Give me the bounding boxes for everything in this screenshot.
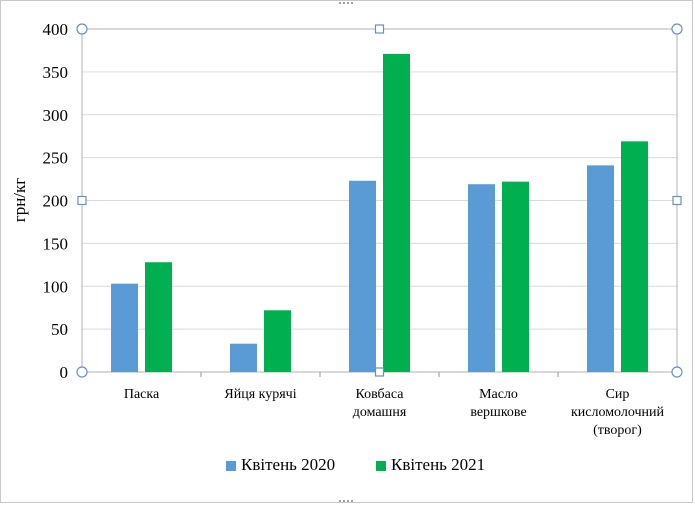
x-category-label: Паска bbox=[124, 387, 160, 402]
bar bbox=[230, 343, 257, 372]
bar bbox=[145, 262, 172, 372]
y-tick-label: 0 bbox=[60, 363, 69, 382]
x-category-label: домашня bbox=[353, 405, 407, 420]
bar bbox=[264, 310, 291, 372]
y-tick-label: 200 bbox=[43, 192, 69, 211]
legend-swatch bbox=[376, 461, 386, 471]
x-category-label: Яйця курячі bbox=[224, 387, 296, 402]
selection-handles[interactable] bbox=[76, 2, 683, 502]
gridlines bbox=[82, 28, 677, 330]
bar bbox=[383, 53, 410, 373]
resize-handle-side[interactable] bbox=[77, 195, 87, 206]
y-tick-label: 50 bbox=[51, 320, 68, 339]
frame-grip-dot bbox=[351, 2, 353, 4]
frame-grip-dot bbox=[347, 2, 349, 4]
x-category-label: Ковбаса bbox=[355, 387, 404, 402]
resize-handle-corner[interactable] bbox=[76, 366, 88, 378]
frame-grip-dot bbox=[351, 500, 353, 502]
resize-handle-corner[interactable] bbox=[671, 366, 683, 378]
bar bbox=[468, 184, 495, 372]
y-tick-label: 250 bbox=[43, 149, 69, 168]
frame-grip-dot bbox=[343, 500, 345, 502]
y-tick-label: 350 bbox=[43, 63, 69, 82]
x-category-label: (творог) bbox=[593, 423, 642, 438]
y-tick-label: 300 bbox=[43, 106, 69, 125]
resize-handle-corner[interactable] bbox=[76, 23, 88, 35]
frame-grip-dot bbox=[347, 500, 349, 502]
resize-handle-side[interactable] bbox=[672, 195, 682, 206]
x-category-label: кисломолочний bbox=[571, 405, 665, 420]
x-category-label: вершкове bbox=[470, 405, 526, 420]
resize-handle-side[interactable] bbox=[374, 24, 385, 34]
bar bbox=[502, 181, 529, 372]
bar bbox=[111, 283, 138, 372]
y-tick-labels: 0 50 100 150 200 250 300 350 400 bbox=[43, 20, 69, 382]
bar bbox=[587, 165, 614, 372]
legend-swatch bbox=[226, 461, 236, 471]
x-category-label: Сир bbox=[606, 387, 630, 402]
bars bbox=[111, 53, 648, 373]
bar bbox=[349, 180, 376, 372]
y-axis-title: грн/кг bbox=[10, 178, 29, 223]
frame-grip-dot bbox=[339, 500, 341, 502]
legend-label: Квітень 2021 bbox=[391, 455, 485, 474]
y-tick-label: 100 bbox=[43, 277, 69, 296]
legend: Квітень 2020 Квітень 2021 bbox=[226, 455, 485, 474]
legend-label: Квітень 2020 bbox=[241, 455, 335, 474]
x-category-label: Масло bbox=[479, 387, 518, 402]
frame-grip-dot bbox=[339, 2, 341, 4]
resize-handle-corner[interactable] bbox=[671, 23, 683, 35]
y-tick-label: 150 bbox=[43, 234, 69, 253]
resize-handle-side[interactable] bbox=[374, 367, 385, 377]
frame-grip-dot bbox=[343, 2, 345, 4]
x-category-labels: Паска Яйця курячі Ковбаса домашня Масло вершк… bbox=[124, 387, 665, 438]
bar bbox=[621, 141, 648, 372]
y-tick-label: 400 bbox=[43, 20, 69, 39]
